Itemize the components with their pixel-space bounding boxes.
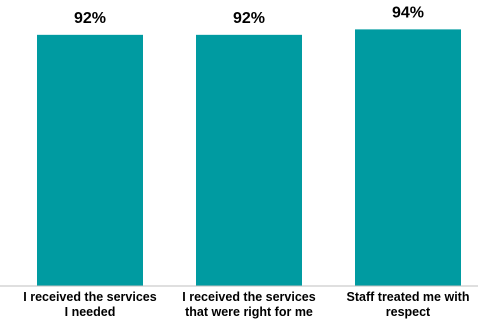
- category-label-3-line-2: respect: [386, 305, 431, 319]
- data-label-1: 92%: [74, 10, 106, 27]
- category-label-3: Staff treated me with respect: [347, 290, 470, 319]
- bar-3: [355, 29, 461, 286]
- data-label-3: 94%: [392, 4, 424, 21]
- bars: [37, 29, 461, 287]
- category-label-1: I received the services I needed: [23, 290, 156, 319]
- category-label-3-line-1: Staff treated me with: [347, 290, 470, 304]
- category-label-1-line-2: I needed: [65, 305, 116, 319]
- data-label-2: 92%: [233, 10, 265, 27]
- data-labels: 92% 92% 94%: [74, 4, 424, 26]
- bar-1: [37, 34, 143, 287]
- category-label-2-line-2: that were right for me: [185, 305, 313, 319]
- bar-2: [196, 34, 302, 287]
- category-label-2-line-1: I received the services: [182, 290, 315, 304]
- category-label-2: I received the services that were right f…: [182, 290, 315, 319]
- category-label-1-line-1: I received the services: [23, 290, 156, 304]
